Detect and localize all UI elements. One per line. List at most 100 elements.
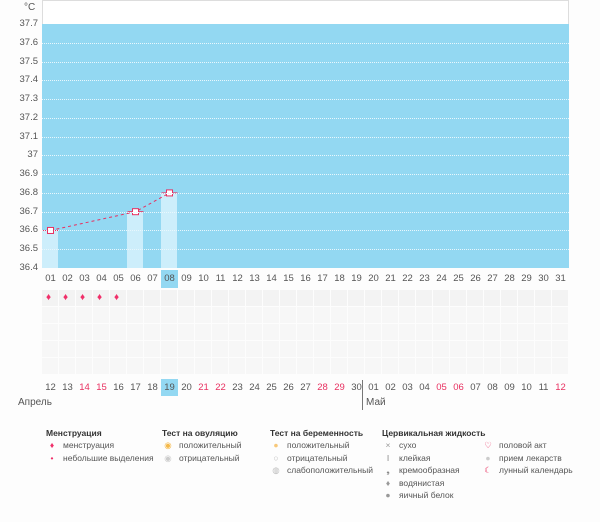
day-cell[interactable] bbox=[59, 358, 75, 374]
day-cell[interactable] bbox=[161, 307, 177, 323]
day-cell[interactable] bbox=[229, 341, 245, 357]
day-cell[interactable] bbox=[484, 358, 500, 374]
day-cell[interactable] bbox=[450, 358, 466, 374]
day-cell[interactable] bbox=[144, 290, 160, 306]
cycle-day-label[interactable]: 05 bbox=[113, 273, 124, 284]
cycle-day-label[interactable]: 24 bbox=[436, 273, 447, 284]
day-cell[interactable] bbox=[535, 341, 551, 357]
day-cell[interactable] bbox=[263, 290, 279, 306]
cycle-day-label[interactable]: 07 bbox=[147, 273, 158, 284]
date-label[interactable]: 30 bbox=[351, 382, 362, 393]
day-cell[interactable] bbox=[535, 358, 551, 374]
cycle-day-label[interactable]: 02 bbox=[62, 273, 73, 284]
cycle-day-label[interactable]: 29 bbox=[521, 273, 532, 284]
day-cell[interactable] bbox=[484, 341, 500, 357]
date-label[interactable]: 07 bbox=[470, 382, 481, 393]
date-label[interactable]: 21 bbox=[198, 382, 209, 393]
day-cell[interactable] bbox=[263, 341, 279, 357]
day-cell[interactable] bbox=[501, 307, 517, 323]
day-cell[interactable] bbox=[263, 358, 279, 374]
day-cell[interactable] bbox=[110, 307, 126, 323]
day-cell[interactable] bbox=[518, 290, 534, 306]
day-cell[interactable] bbox=[433, 290, 449, 306]
cycle-day-label[interactable]: 09 bbox=[181, 273, 192, 284]
day-cell[interactable] bbox=[501, 290, 517, 306]
cycle-day-label[interactable]: 01 bbox=[45, 273, 56, 284]
day-cell[interactable] bbox=[450, 290, 466, 306]
day-cell[interactable] bbox=[365, 341, 381, 357]
day-cell[interactable] bbox=[127, 290, 143, 306]
day-cell[interactable] bbox=[348, 324, 364, 340]
day-cell[interactable] bbox=[93, 324, 109, 340]
day-cell[interactable] bbox=[433, 341, 449, 357]
day-cell[interactable] bbox=[314, 290, 330, 306]
cycle-day-label[interactable]: 06 bbox=[130, 273, 141, 284]
date-label[interactable]: 19 bbox=[161, 379, 178, 396]
date-label[interactable]: 13 bbox=[62, 382, 73, 393]
date-label[interactable]: 05 bbox=[436, 382, 447, 393]
day-cell[interactable] bbox=[161, 324, 177, 340]
day-cell[interactable] bbox=[484, 324, 500, 340]
day-cell[interactable] bbox=[399, 341, 415, 357]
day-cell[interactable] bbox=[382, 341, 398, 357]
day-cell[interactable] bbox=[178, 290, 194, 306]
day-cell[interactable] bbox=[178, 358, 194, 374]
cycle-day-label[interactable]: 19 bbox=[351, 273, 362, 284]
date-label[interactable]: 16 bbox=[113, 382, 124, 393]
day-cell[interactable] bbox=[144, 358, 160, 374]
day-cell[interactable] bbox=[195, 341, 211, 357]
day-cell[interactable] bbox=[280, 290, 296, 306]
day-cell[interactable] bbox=[280, 358, 296, 374]
cycle-day-label[interactable]: 30 bbox=[538, 273, 549, 284]
day-cell[interactable] bbox=[42, 341, 58, 357]
day-cell[interactable] bbox=[127, 358, 143, 374]
day-cell[interactable] bbox=[195, 358, 211, 374]
day-cell[interactable] bbox=[399, 290, 415, 306]
day-cell[interactable] bbox=[297, 358, 313, 374]
day-cell[interactable] bbox=[76, 290, 92, 306]
day-cell[interactable] bbox=[433, 358, 449, 374]
day-cell[interactable] bbox=[552, 290, 568, 306]
day-cell[interactable] bbox=[416, 358, 432, 374]
temperature-bar[interactable] bbox=[127, 211, 143, 268]
date-label[interactable]: 03 bbox=[402, 382, 413, 393]
day-cell[interactable] bbox=[59, 324, 75, 340]
day-cell[interactable] bbox=[144, 307, 160, 323]
day-cell[interactable] bbox=[365, 358, 381, 374]
date-label[interactable]: 26 bbox=[283, 382, 294, 393]
day-cell[interactable] bbox=[433, 324, 449, 340]
day-cell[interactable] bbox=[110, 324, 126, 340]
day-cell[interactable] bbox=[501, 341, 517, 357]
date-label[interactable]: 08 bbox=[487, 382, 498, 393]
cycle-day-label[interactable]: 10 bbox=[198, 273, 209, 284]
cycle-day-label[interactable]: 28 bbox=[504, 273, 515, 284]
day-cell[interactable] bbox=[161, 290, 177, 306]
cycle-day-label[interactable]: 15 bbox=[283, 273, 294, 284]
day-cell[interactable] bbox=[59, 290, 75, 306]
date-label[interactable]: 24 bbox=[249, 382, 260, 393]
day-cell[interactable] bbox=[263, 307, 279, 323]
cycle-day-label[interactable]: 04 bbox=[96, 273, 107, 284]
date-label[interactable]: 22 bbox=[215, 382, 226, 393]
cycle-day-label[interactable]: 12 bbox=[232, 273, 243, 284]
date-label[interactable]: 09 bbox=[504, 382, 515, 393]
cycle-day-label[interactable]: 31 bbox=[555, 273, 566, 284]
day-cell[interactable] bbox=[467, 307, 483, 323]
day-cell[interactable] bbox=[229, 358, 245, 374]
day-cell[interactable] bbox=[484, 307, 500, 323]
day-cell[interactable] bbox=[178, 324, 194, 340]
day-cell[interactable] bbox=[93, 290, 109, 306]
day-cell[interactable] bbox=[484, 290, 500, 306]
day-cell[interactable] bbox=[127, 341, 143, 357]
date-label[interactable]: 25 bbox=[266, 382, 277, 393]
day-cell[interactable] bbox=[382, 307, 398, 323]
day-cell[interactable] bbox=[280, 307, 296, 323]
date-label[interactable]: 06 bbox=[453, 382, 464, 393]
day-cell[interactable] bbox=[331, 341, 347, 357]
day-cell[interactable] bbox=[212, 324, 228, 340]
cycle-day-label[interactable]: 14 bbox=[266, 273, 277, 284]
date-label[interactable]: 04 bbox=[419, 382, 430, 393]
day-cell[interactable] bbox=[110, 341, 126, 357]
temperature-plot[interactable] bbox=[42, 24, 569, 268]
day-cell[interactable] bbox=[365, 307, 381, 323]
